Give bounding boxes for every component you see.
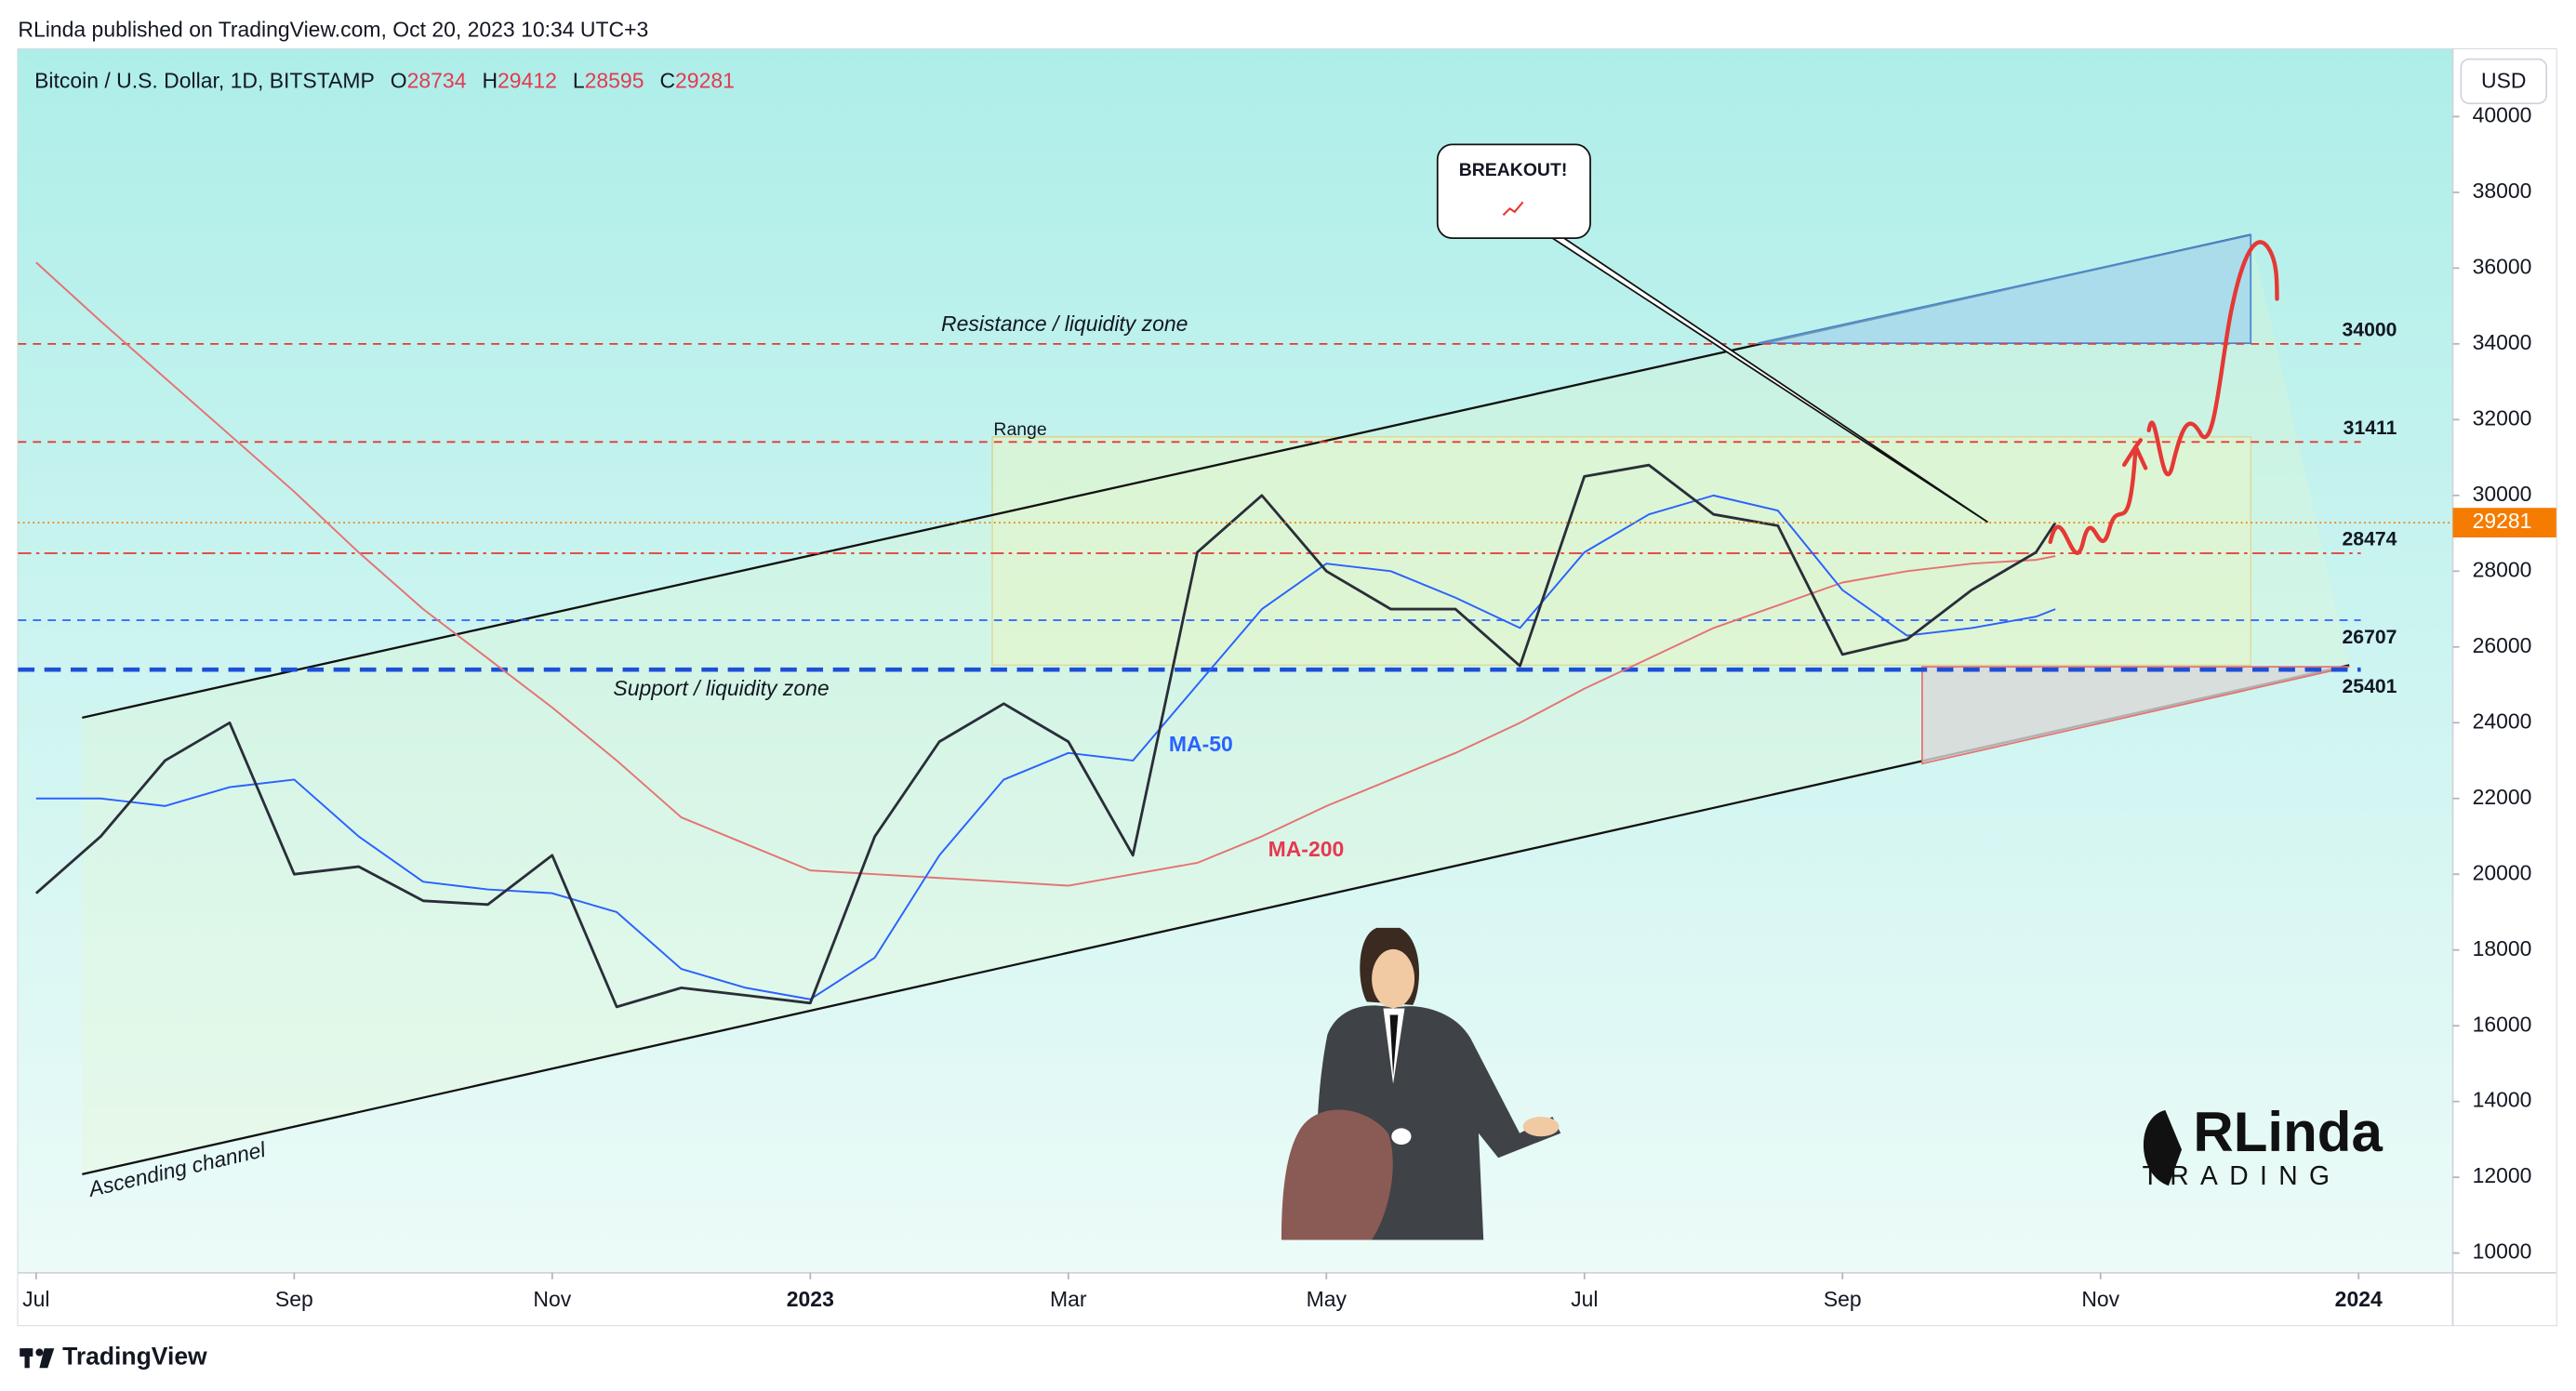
ohlc-value: 29281	[675, 68, 735, 92]
logo-subtitle: TRADING	[2143, 1160, 2342, 1190]
y-tick-label: 20000	[2473, 860, 2532, 884]
ma-line	[35, 494, 2056, 1000]
y-tick-label: 16000	[2473, 1012, 2532, 1036]
ohlc-value: 29412	[498, 68, 557, 92]
callout-box	[1436, 143, 1591, 239]
ohlc-key: C	[659, 68, 675, 92]
y-tick-label: 32000	[2473, 405, 2532, 430]
y-tick-label: 22000	[2473, 785, 2532, 809]
y-tick-label: 26000	[2473, 633, 2532, 657]
currency-label[interactable]: USD	[2481, 68, 2526, 92]
ma-line	[35, 261, 2056, 887]
x-tick-label: May	[1307, 1287, 1348, 1311]
y-tick-label: 24000	[2473, 709, 2532, 733]
time-axis-bg	[18, 1272, 2453, 1326]
y-tick-label: 36000	[2473, 254, 2532, 278]
ohlc-value: 28595	[585, 68, 644, 92]
last-price-tag	[2452, 508, 2556, 537]
level-label: 26707	[2343, 627, 2397, 648]
footer-logo	[20, 1348, 55, 1369]
annotation: Range	[993, 419, 1046, 440]
symbol-header: Bitcoin / U.S. Dollar, 1D, BITSTAMP O287…	[34, 68, 735, 92]
ma-label: MA-50	[1169, 732, 1233, 756]
logo: RLinda TRADING	[2143, 1101, 2383, 1190]
x-tick-label: Nov	[533, 1287, 571, 1311]
y-tick-label: 34000	[2473, 330, 2532, 354]
y-tick-label: 18000	[2473, 936, 2532, 960]
callout-text: BREAKOUT!	[1459, 160, 1568, 180]
x-tick-label: 2024	[2335, 1287, 2383, 1311]
x-tick-label: 2023	[787, 1287, 834, 1311]
projection-arrow	[2048, 240, 2279, 555]
last-price-label: 29281	[2473, 509, 2532, 533]
marks	[18, 261, 2453, 1009]
cartoon-figure	[1281, 927, 1561, 1240]
x-tick-label: Sep	[1824, 1287, 1862, 1311]
callout-icon	[1502, 201, 1524, 217]
price-axis-bg	[2452, 48, 2556, 1326]
x-tick-label: Mar	[1050, 1287, 1087, 1311]
price-line	[34, 463, 2057, 1009]
level-label: 25401	[2343, 676, 2397, 697]
level-label: 34000	[2343, 319, 2397, 340]
annotation: Resistance / liquidity zone	[941, 311, 1188, 336]
logo-name: RLinda	[2193, 1101, 2383, 1163]
x-tick-label: Sep	[275, 1287, 313, 1311]
y-tick-label: 30000	[2473, 482, 2532, 506]
x-tick-label: Jul	[22, 1287, 49, 1311]
symbol-title: Bitcoin / U.S. Dollar, 1D, BITSTAMP	[34, 68, 375, 92]
y-tick-label: 10000	[2473, 1239, 2532, 1264]
level-label: 31411	[2344, 417, 2397, 439]
y-tick-label: 28000	[2473, 557, 2532, 581]
level-label: 28474	[2343, 528, 2397, 550]
publish-header: RLinda published on TradingView.com, Oct…	[18, 18, 648, 42]
ohlc-value: 28734	[407, 68, 467, 92]
y-tick-label: 12000	[2473, 1163, 2532, 1187]
x-tick-label: Jul	[1571, 1287, 1598, 1311]
footer-brand: TradingView	[62, 1343, 207, 1371]
ohlc-key: L	[573, 68, 585, 92]
currency-button[interactable]	[2460, 58, 2548, 105]
y-tick-label: 14000	[2473, 1088, 2532, 1112]
x-tick-label: Nov	[2081, 1287, 2119, 1311]
ma-label: MA-200	[1268, 837, 1345, 861]
support-projection	[1921, 666, 2350, 765]
ohlc-key: O	[391, 68, 407, 92]
y-tick-label: 38000	[2473, 179, 2532, 203]
ohlc-key: H	[482, 68, 498, 92]
y-tick-label: 40000	[2473, 102, 2532, 126]
annotation: Support / liquidity zone	[613, 676, 829, 700]
range-box	[991, 436, 2251, 667]
